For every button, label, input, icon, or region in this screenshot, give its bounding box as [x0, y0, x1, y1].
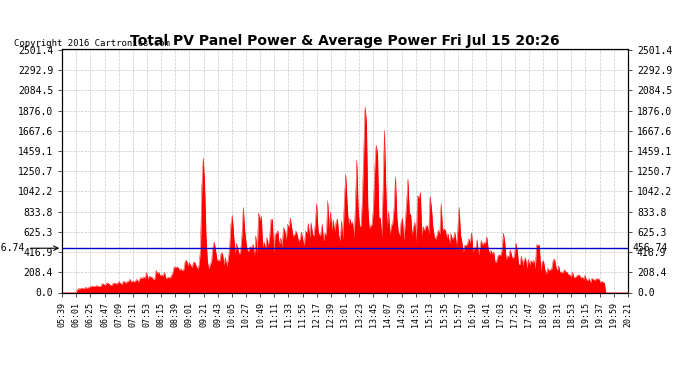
Text: 456.74: 456.74: [632, 243, 667, 253]
Title: Total PV Panel Power & Average Power Fri Jul 15 20:26: Total PV Panel Power & Average Power Fri…: [130, 34, 560, 48]
Text: 456.74: 456.74: [0, 243, 58, 253]
Text: Copyright 2016 Cartronics.com: Copyright 2016 Cartronics.com: [14, 39, 170, 48]
